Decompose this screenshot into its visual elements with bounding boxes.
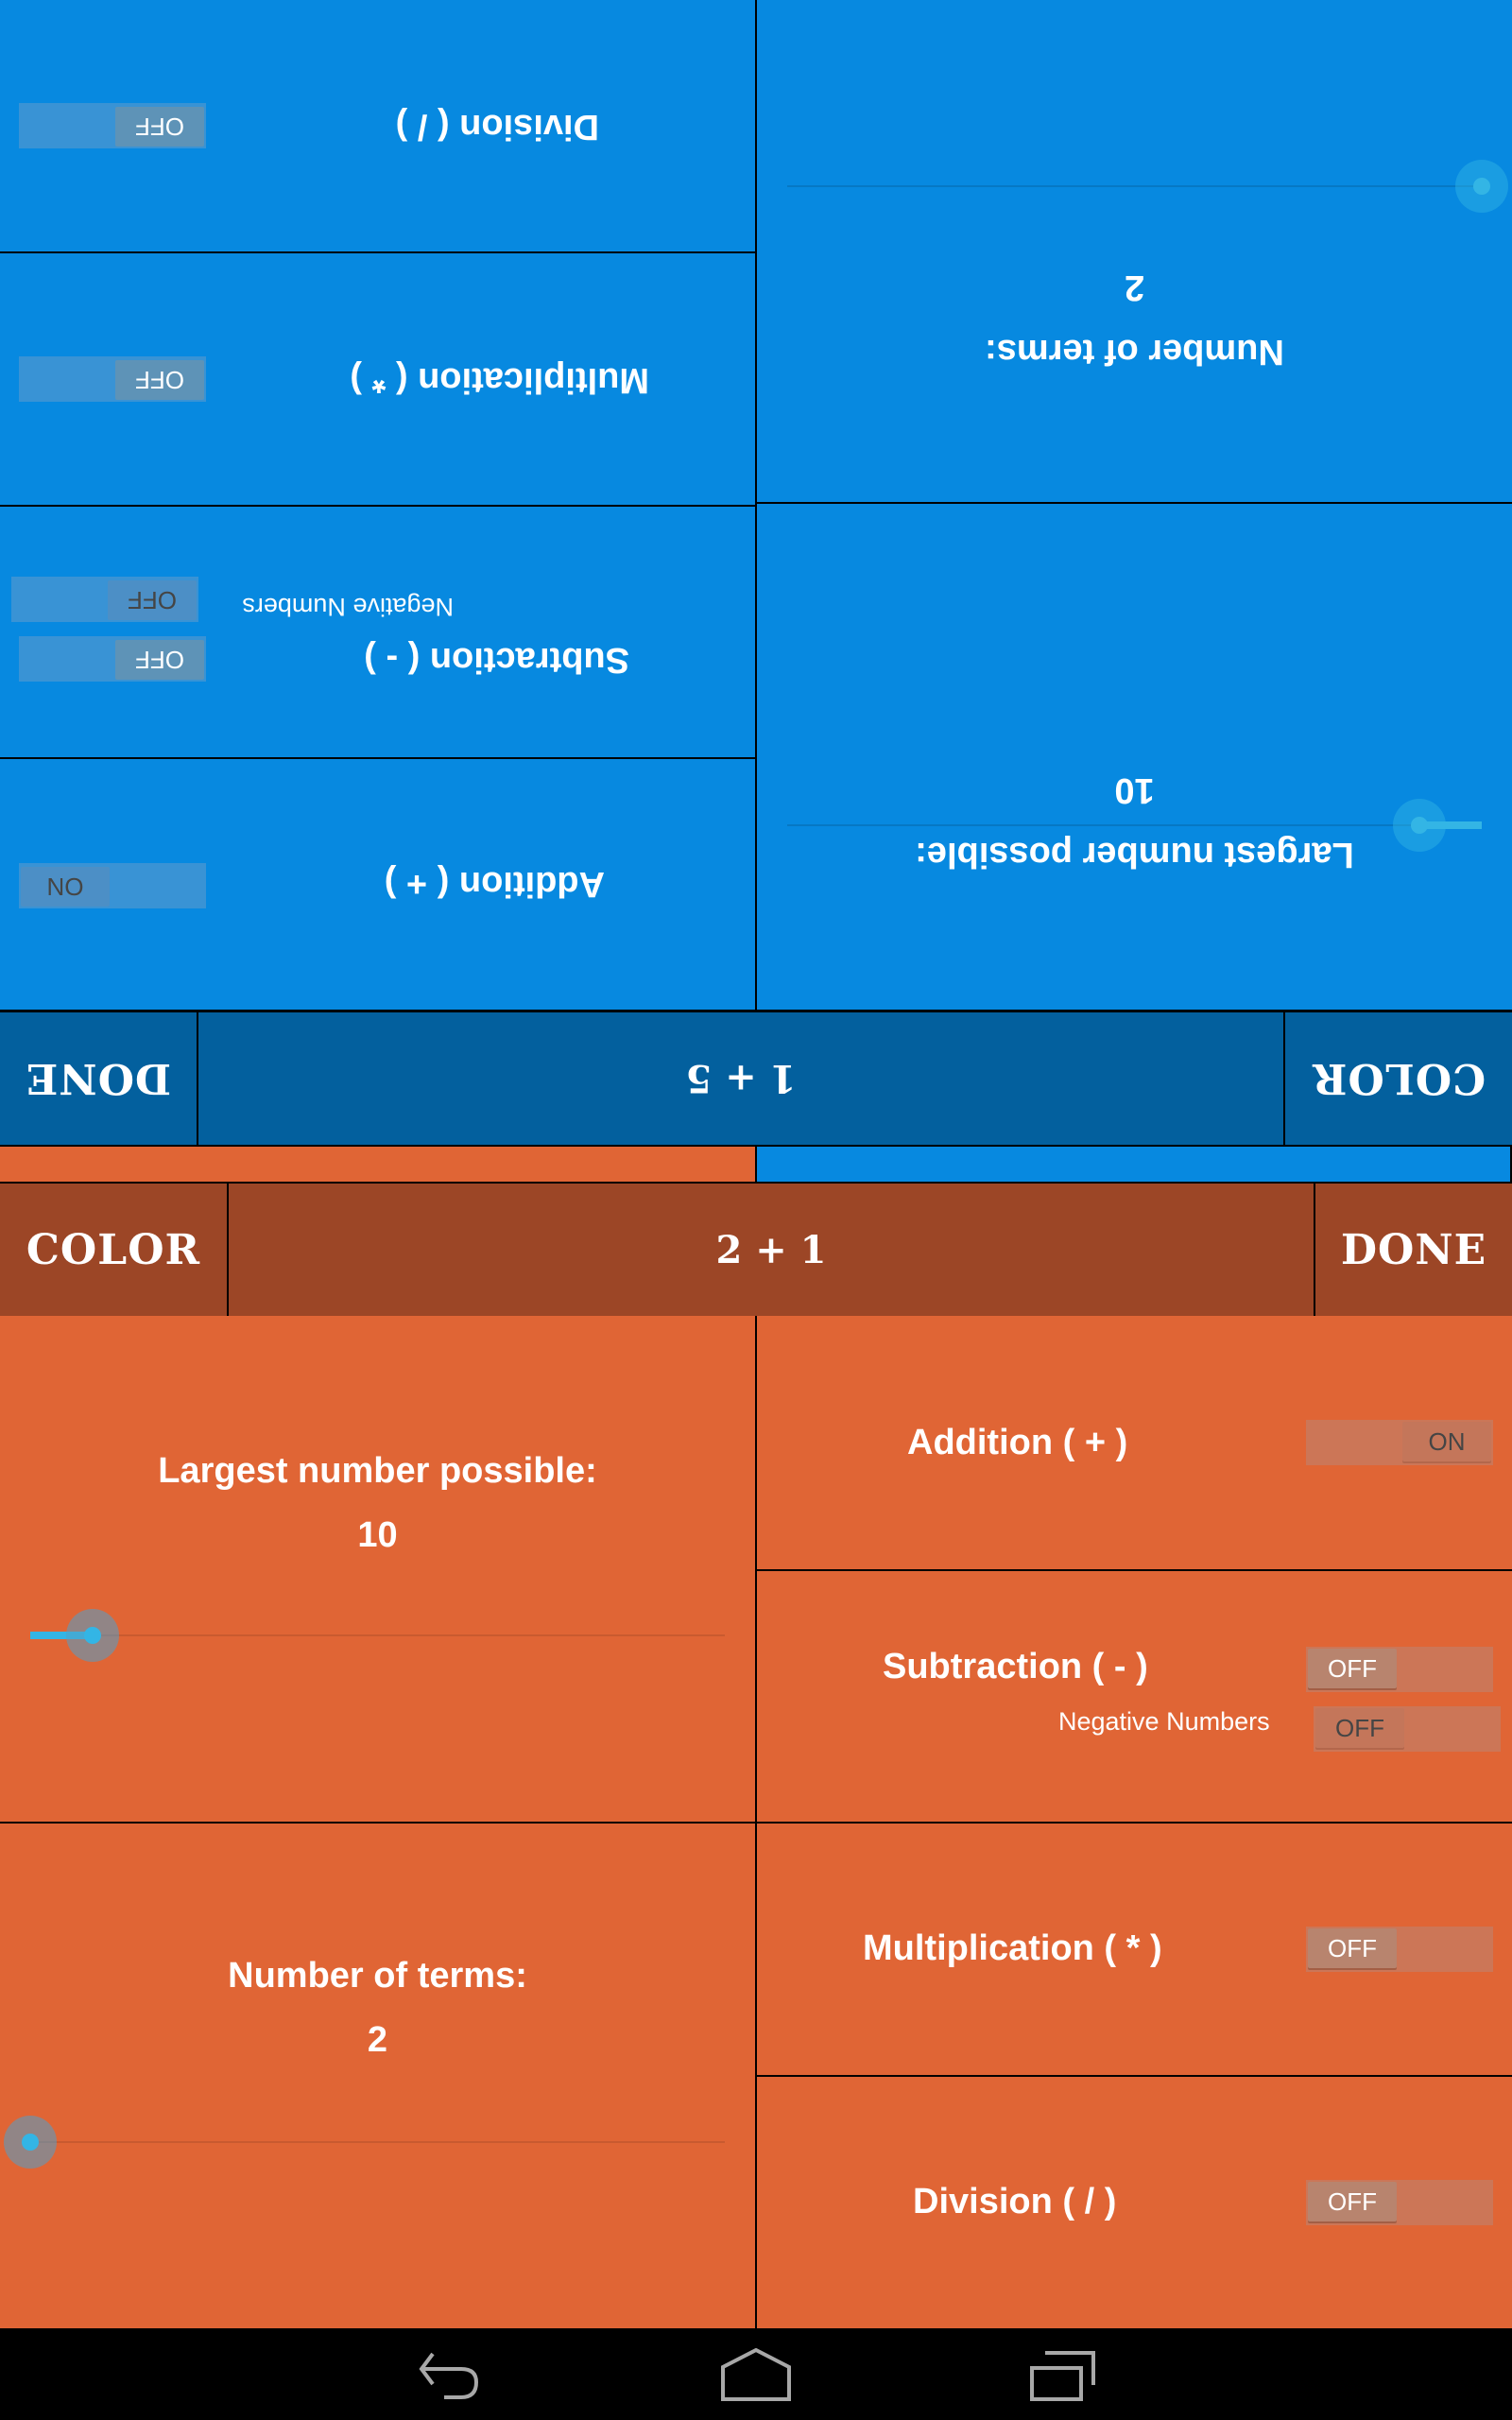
largest-number-slider[interactable] [30, 1607, 725, 1664]
number-of-terms-label: Number of terms: [985, 332, 1284, 372]
option-row-subtraction [757, 1571, 1512, 1822]
home-icon [721, 2348, 791, 2401]
multiplication-toggle[interactable]: OFF [1306, 1927, 1493, 1972]
divider [1314, 1184, 1315, 1316]
number-of-terms-panel: Number of terms: 2 [0, 1824, 755, 2328]
color-button[interactable]: COLOR [1285, 1012, 1512, 1145]
divider [0, 1822, 755, 1824]
strip-left [0, 1147, 755, 1182]
system-nav-bar [0, 2328, 1512, 2420]
negative-numbers-label: Negative Numbers [242, 593, 454, 621]
division-toggle[interactable]: OFF [1306, 2180, 1493, 2225]
option-row-subtraction [0, 507, 755, 757]
division-label: Division ( / ) [395, 107, 599, 147]
subtraction-toggle[interactable]: OFF [19, 636, 206, 682]
subtraction-toggle[interactable]: OFF [1306, 1647, 1493, 1692]
header-bar: COLOR 2 + 1 DONE [0, 1184, 1512, 1316]
addition-label: Addition ( + ) [907, 1423, 1128, 1462]
negative-numbers-label: Negative Numbers [1058, 1707, 1270, 1736]
recent-apps-icon [1030, 2351, 1095, 2401]
addition-toggle[interactable]: ON [1306, 1420, 1493, 1465]
done-button[interactable]: DONE [1340, 1225, 1487, 1274]
largest-number-panel: Largest number possible: 10 [0, 1316, 755, 1822]
divider [227, 1184, 229, 1316]
number-of-terms-value: 2 [1124, 268, 1145, 307]
home-button[interactable] [699, 2347, 813, 2404]
largest-number-slider[interactable] [787, 797, 1482, 854]
largest-number-label: Largest number possible: [158, 1450, 597, 1491]
recent-apps-button[interactable] [1006, 2347, 1120, 2404]
addition-label: Addition ( + ) [384, 864, 605, 904]
equation-display: 2 + 1 [715, 1227, 827, 1272]
divider [757, 502, 1512, 504]
number-of-terms-panel: Number of terms: 2 [757, 0, 1512, 502]
negative-numbers-toggle[interactable]: OFF [1314, 1706, 1501, 1752]
divider [1283, 1012, 1285, 1145]
player-bottom-orange: COLOR 2 + 1 DONE Largest number possible… [0, 1184, 1512, 2328]
back-button[interactable] [392, 2347, 506, 2404]
back-arrow-icon [419, 2352, 479, 2399]
subtraction-label: Subtraction ( - ) [364, 640, 629, 680]
color-button[interactable]: COLOR [26, 1225, 201, 1274]
largest-number-value: 10 [357, 1514, 398, 1555]
division-toggle[interactable]: OFF [19, 103, 206, 148]
number-of-terms-slider[interactable] [4, 2114, 725, 2170]
largest-number-panel: Largest number possible: 10 [757, 504, 1512, 1010]
done-button[interactable]: DONE [0, 1012, 197, 1145]
number-of-terms-slider[interactable] [787, 158, 1508, 215]
strip-right [757, 1147, 1510, 1182]
multiplication-toggle[interactable]: OFF [19, 356, 206, 402]
divider [197, 1012, 198, 1145]
division-label: Division ( / ) [913, 2182, 1117, 2221]
number-of-terms-value: 2 [367, 2019, 388, 2060]
number-of-terms-label: Number of terms: [228, 1955, 527, 1996]
header-bar: COLOR 1 + 5 DONE [0, 1012, 1512, 1145]
equation-display: 1 + 5 [198, 1012, 1283, 1145]
multiplication-label: Multiplication ( * ) [863, 1928, 1162, 1968]
addition-toggle[interactable]: ON [19, 863, 206, 908]
multiplication-label: Multiplication ( * ) [350, 360, 649, 400]
subtraction-label: Subtraction ( - ) [883, 1647, 1148, 1686]
player-top-blue: COLOR 1 + 5 DONE Largest number possible… [0, 0, 1512, 1145]
negative-numbers-toggle[interactable]: OFF [11, 577, 198, 622]
divider [755, 0, 757, 1012]
